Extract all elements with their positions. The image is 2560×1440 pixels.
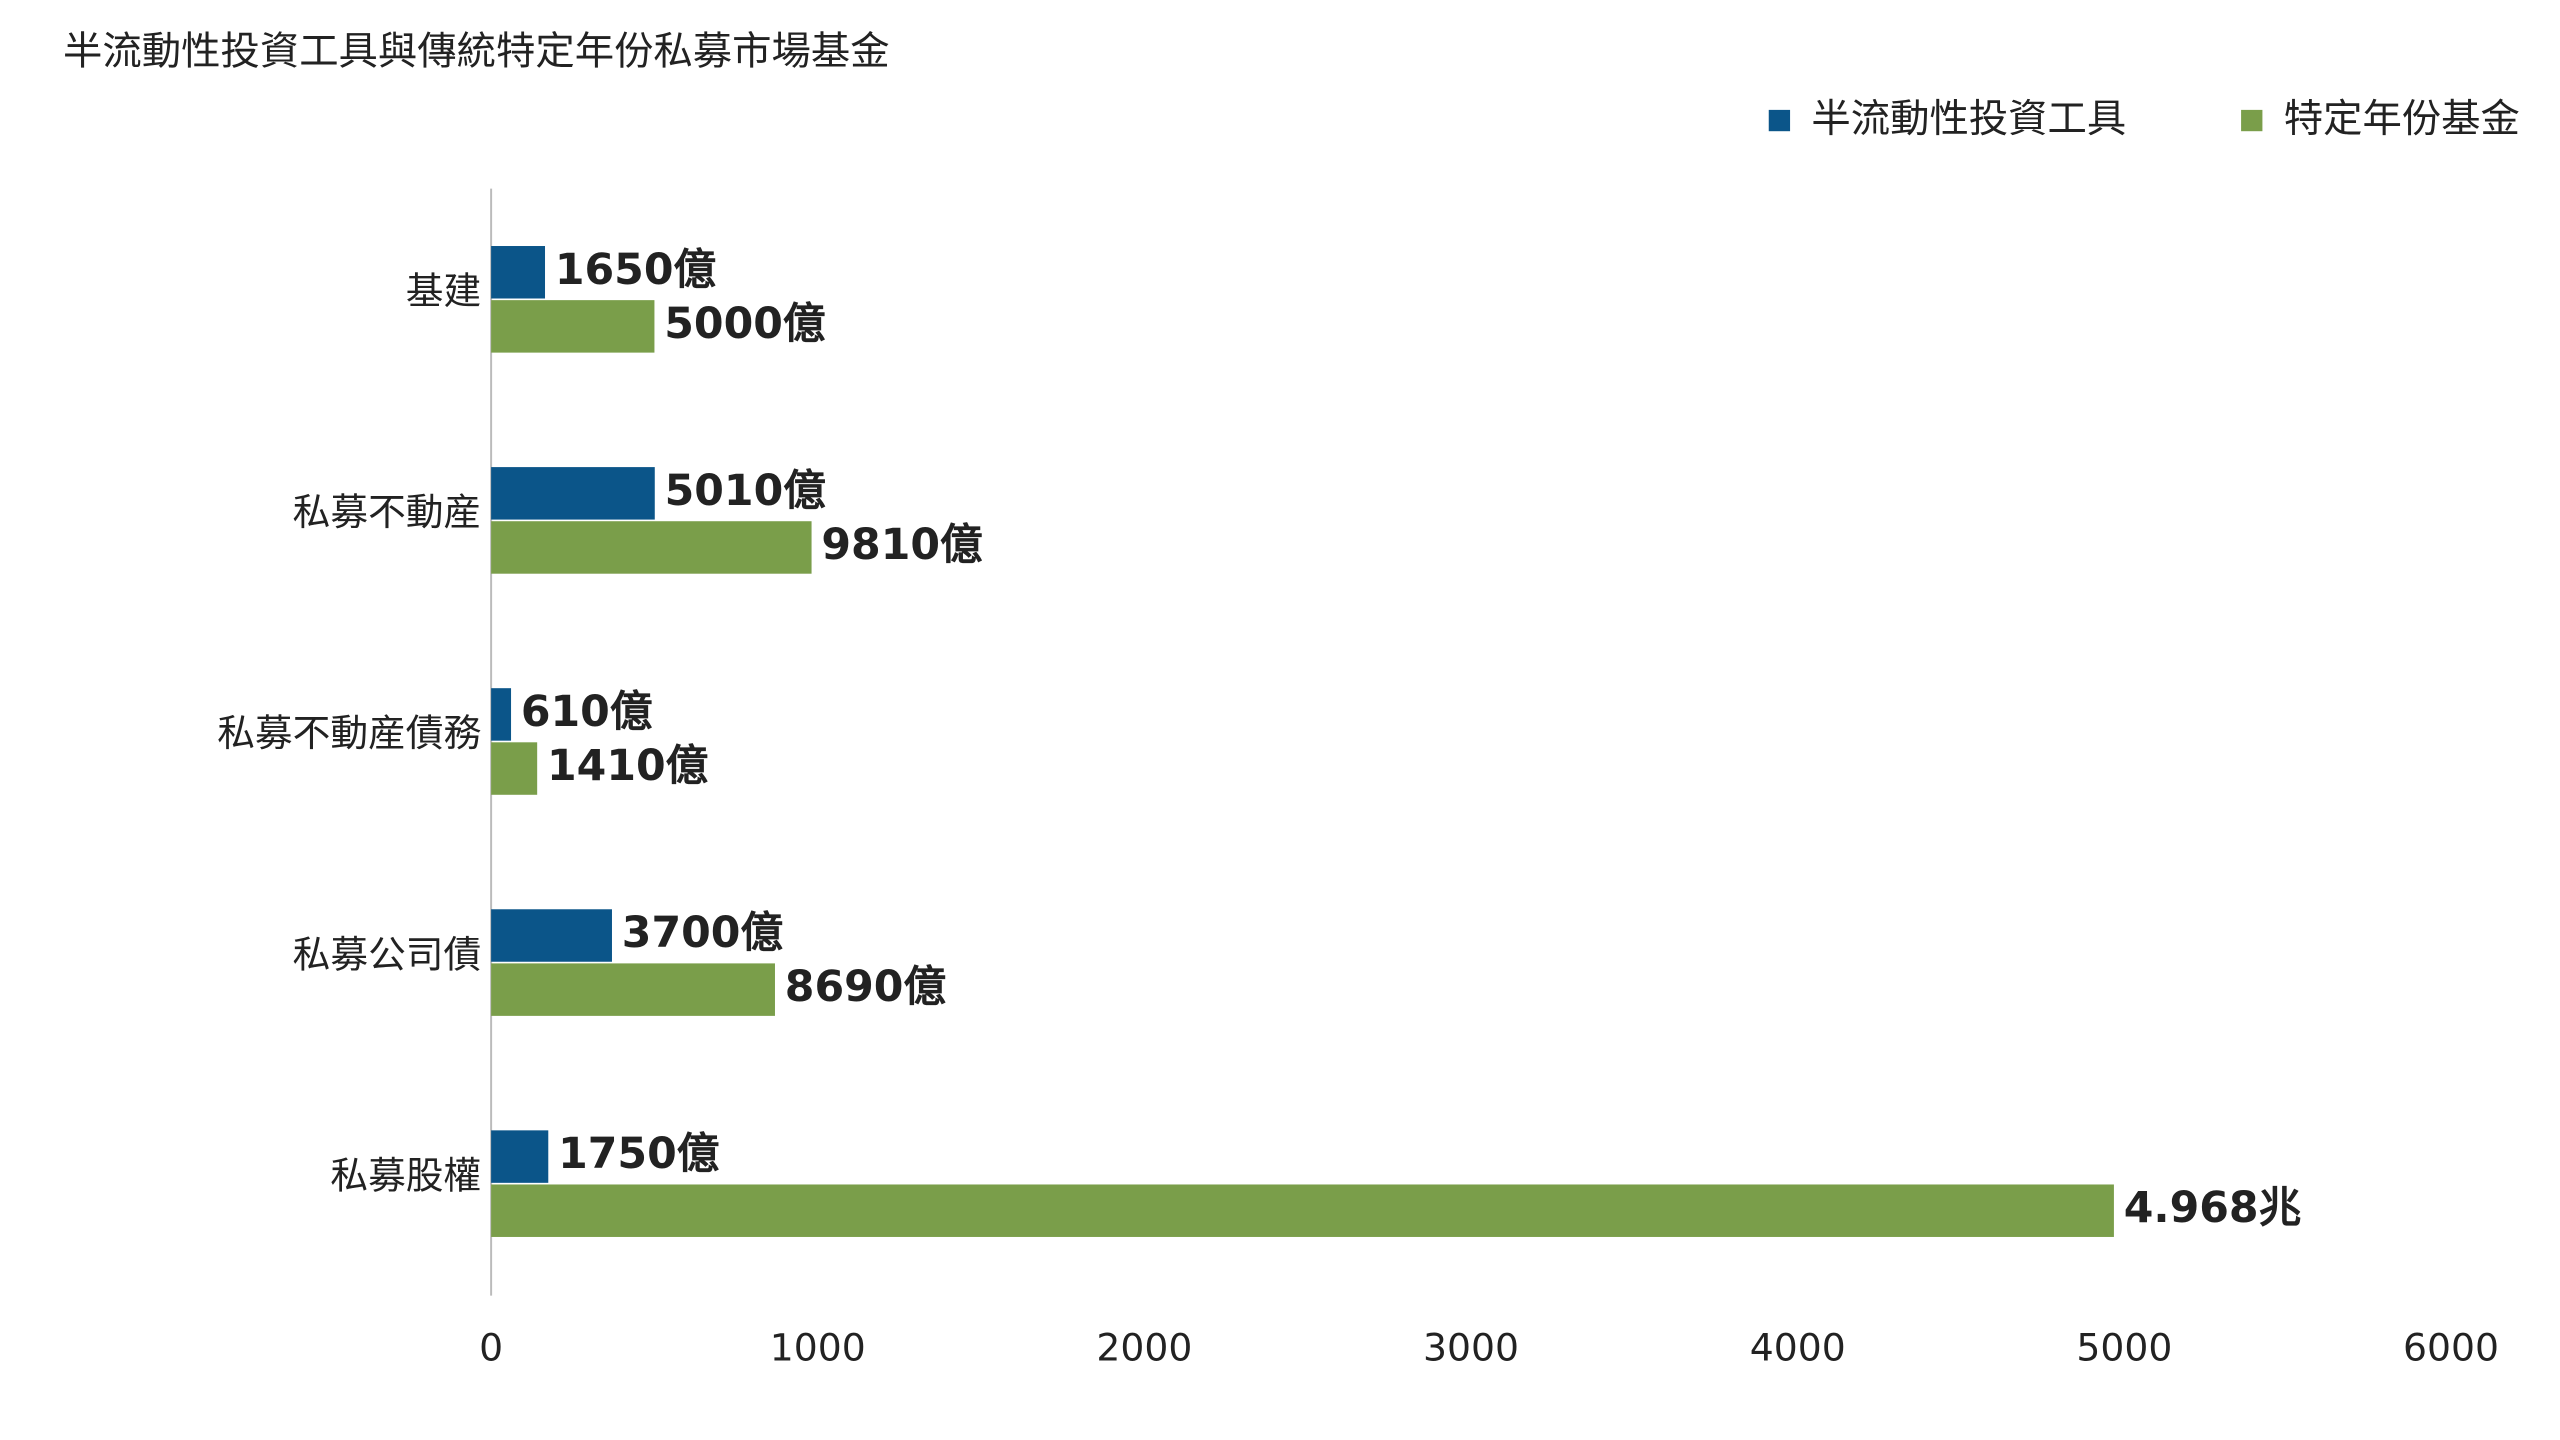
y-tick-label: 基建 bbox=[406, 269, 481, 313]
legend-label: 半流動性投資工具 bbox=[1811, 96, 2126, 142]
bar bbox=[491, 246, 546, 299]
x-tick-label: 3000 bbox=[1423, 1325, 1519, 1369]
bar bbox=[491, 963, 775, 1016]
bar bbox=[491, 1130, 549, 1183]
y-tick-label: 私募不動産 bbox=[293, 490, 482, 534]
bar bbox=[491, 300, 655, 353]
x-tick-label: 4000 bbox=[1750, 1325, 1846, 1369]
bar bbox=[491, 688, 512, 741]
chart-title: 半流動性投資工具與傳統特定年份私募市場基金 bbox=[63, 29, 890, 75]
x-tick-label: 0 bbox=[479, 1325, 503, 1369]
value-label: 4.968兆 bbox=[2124, 1183, 2301, 1233]
y-tick-label: 私募股權 bbox=[330, 1153, 481, 1197]
legend-swatch bbox=[2241, 109, 2263, 132]
legend-swatch bbox=[1768, 109, 1791, 132]
bar bbox=[491, 1184, 2114, 1237]
x-tick-label: 6000 bbox=[2403, 1325, 2499, 1369]
value-label: 1750億 bbox=[558, 1129, 720, 1179]
x-tick-label: 5000 bbox=[2076, 1325, 2172, 1369]
y-tick-label: 私募公司債 bbox=[293, 932, 482, 976]
value-label: 9810億 bbox=[821, 520, 983, 570]
bar bbox=[491, 909, 612, 962]
value-label: 5010億 bbox=[665, 466, 827, 516]
value-label: 1410億 bbox=[547, 741, 709, 791]
y-tick-label: 私募不動産債務 bbox=[217, 711, 481, 755]
legend-label: 特定年份基金 bbox=[2284, 96, 2520, 142]
x-tick-label: 2000 bbox=[1096, 1325, 1192, 1369]
bar bbox=[491, 467, 655, 520]
bar bbox=[491, 521, 812, 574]
x-tick-label: 1000 bbox=[770, 1325, 866, 1369]
value-label: 610億 bbox=[521, 687, 653, 737]
value-label: 8690億 bbox=[785, 962, 947, 1012]
value-label: 5000億 bbox=[664, 299, 826, 349]
value-label: 3700億 bbox=[622, 908, 784, 958]
value-label: 1650億 bbox=[555, 245, 717, 295]
bar bbox=[491, 742, 538, 795]
